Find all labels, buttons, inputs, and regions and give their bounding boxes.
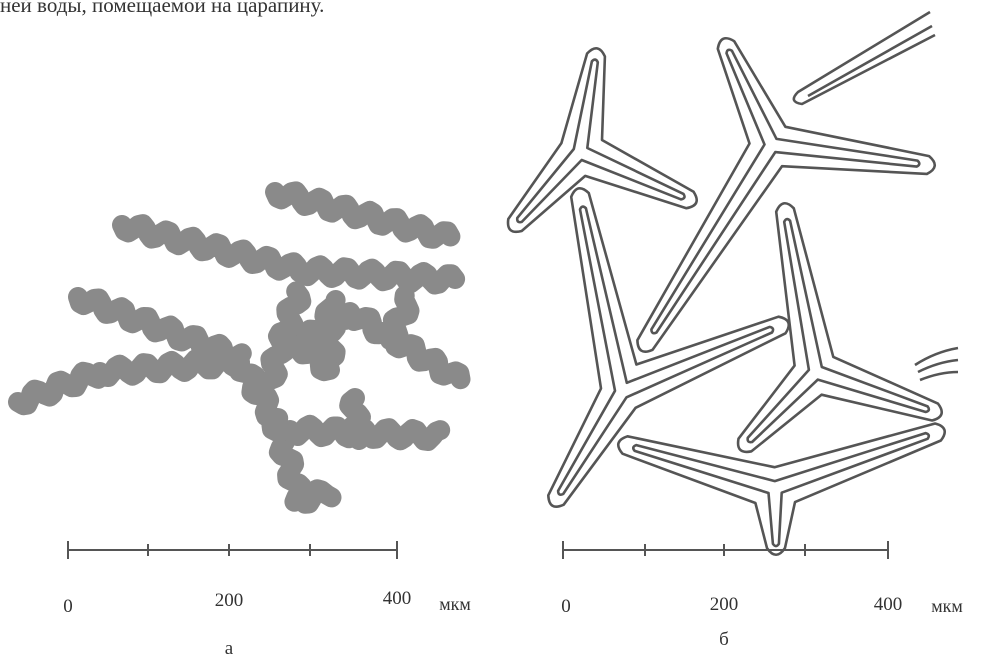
cell-chain xyxy=(68,287,252,370)
panel-a-drawing xyxy=(8,181,471,514)
cell-chain xyxy=(380,285,420,350)
spicule-outline xyxy=(736,202,944,454)
cell-chain xyxy=(265,181,461,249)
cell-chain xyxy=(290,479,342,514)
cell-chain xyxy=(340,302,471,390)
scale-unit: мкм xyxy=(931,596,963,616)
scale-bar-a xyxy=(67,541,398,559)
scale-label: 0 xyxy=(63,596,73,617)
header-text: ней воды, помещаемой на царапину. xyxy=(0,0,324,17)
panel-caption: а xyxy=(225,638,234,659)
spicule-inner xyxy=(515,58,686,224)
spicule-inner xyxy=(631,431,931,548)
cell-chain xyxy=(290,255,466,295)
scale-label: 400 xyxy=(874,594,903,615)
spicule-inner xyxy=(650,48,921,335)
spicule-inner xyxy=(556,205,775,496)
spicule-outline xyxy=(636,36,936,353)
cell-chain xyxy=(261,410,313,512)
scale-bar-b xyxy=(562,541,889,559)
panel-b-drawing xyxy=(506,10,959,557)
cell-chain xyxy=(112,214,310,283)
cell-chain xyxy=(280,414,451,451)
cell-chain xyxy=(289,335,340,382)
scale-label: 200 xyxy=(710,594,739,615)
spicule-fragment xyxy=(807,24,933,98)
scale-label: 200 xyxy=(215,590,244,611)
scale-unit: мкм xyxy=(439,594,471,614)
scale-label: 400 xyxy=(383,588,412,609)
cell-chain xyxy=(8,361,112,416)
spicule-inner xyxy=(746,217,931,444)
cell-chain xyxy=(339,388,371,450)
spicule-fragment xyxy=(914,346,959,382)
spicule-outline xyxy=(506,47,699,234)
spicule-outline xyxy=(616,422,947,557)
spicule-fragment xyxy=(792,10,936,106)
cell-chain xyxy=(227,352,289,429)
cell-chain xyxy=(90,347,251,387)
cell-chain xyxy=(260,281,312,390)
cell-chain xyxy=(314,290,346,370)
panel-caption: б xyxy=(719,629,729,650)
scale-label: 0 xyxy=(561,596,571,617)
